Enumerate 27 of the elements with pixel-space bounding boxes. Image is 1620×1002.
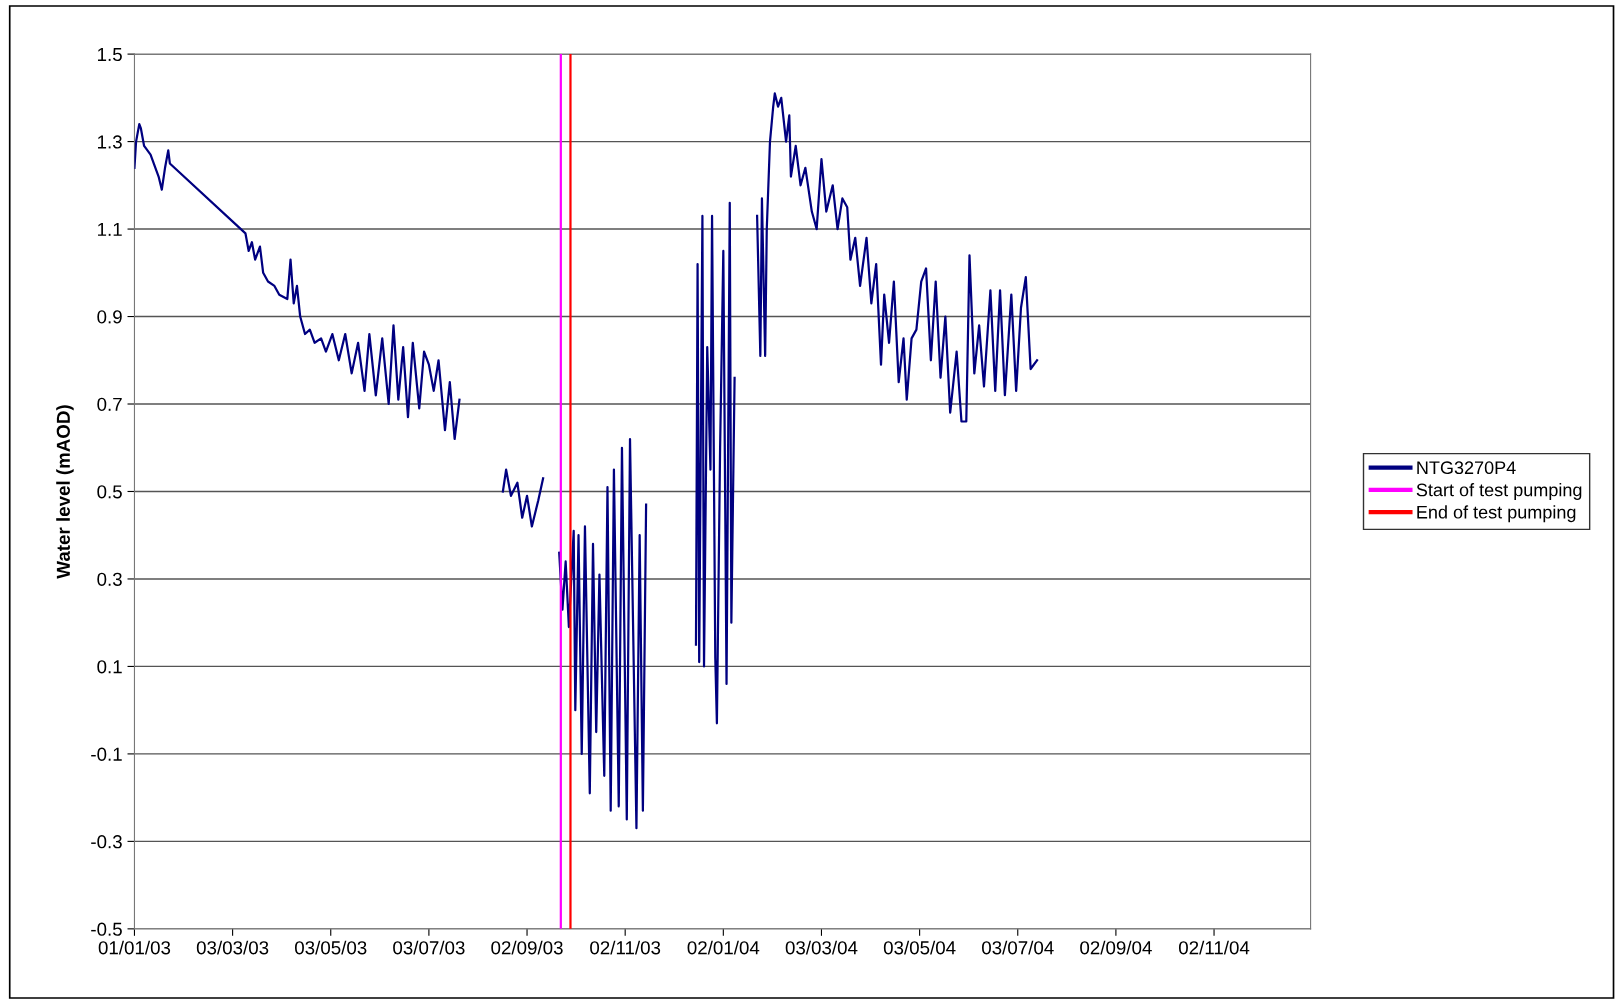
legend-label: End of test pumping xyxy=(1417,505,1576,523)
y-tick-label: 0.1 xyxy=(97,660,122,674)
y-tick-label: -0.3 xyxy=(91,835,122,849)
y-tick-label: 0.5 xyxy=(97,485,122,499)
x-tick-label: 03/07/03 xyxy=(393,940,465,955)
y-tick-label: 1.3 xyxy=(98,135,122,149)
x-tick-label: 02/11/04 xyxy=(1178,940,1250,955)
legend-label: Start of test pumping xyxy=(1416,483,1582,500)
x-tick-label: 03/03/04 xyxy=(785,940,858,955)
y-tick-label: 1.5 xyxy=(98,48,122,62)
x-tick-label: 02/11/03 xyxy=(590,940,661,955)
x-tick-label: 02/09/03 xyxy=(491,940,563,955)
x-tick-label: 03/03/03 xyxy=(196,940,269,955)
y-tick-label: 0.3 xyxy=(97,572,122,586)
x-tick-label: 02/09/04 xyxy=(1080,940,1152,955)
y-tick-label: 0.9 xyxy=(97,310,122,324)
x-tick-label: 02/01/04 xyxy=(687,940,760,955)
y-tick-label: 1.1 xyxy=(98,222,122,236)
y-tick-label: -0.5 xyxy=(91,922,122,936)
y-tick-label: -0.1 xyxy=(91,747,122,761)
y-tick-label: 0.7 xyxy=(97,397,122,411)
x-tick-label: 03/05/03 xyxy=(294,940,367,955)
x-tick-label: 03/05/04 xyxy=(883,940,956,955)
x-tick-label: 03/07/04 xyxy=(982,940,1054,955)
x-tick-label: 01/01/03 xyxy=(98,940,171,955)
legend-label: NTG3270P4 xyxy=(1417,461,1516,475)
y-axis-title: Water level (mAOD) xyxy=(56,405,74,579)
